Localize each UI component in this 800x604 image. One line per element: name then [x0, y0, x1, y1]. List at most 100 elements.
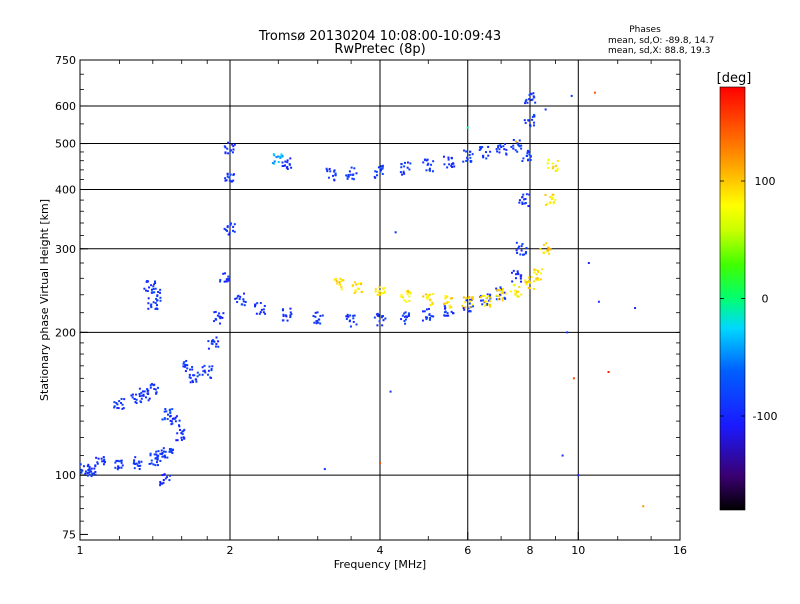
data-point [290, 313, 293, 316]
data-point [428, 313, 431, 316]
data-point [93, 467, 96, 470]
data-point [517, 295, 520, 298]
data-point [80, 468, 83, 471]
data-point [446, 314, 449, 317]
data-point [223, 280, 226, 283]
data-point [376, 293, 379, 296]
data-point [140, 397, 143, 400]
data-point [87, 469, 90, 472]
data-point [286, 159, 289, 162]
data-point [279, 156, 282, 159]
x-tick-label: 8 [527, 544, 534, 557]
data-point [349, 314, 352, 317]
data-point [88, 473, 91, 476]
data-point [142, 393, 145, 396]
data-point [529, 158, 532, 161]
data-point [505, 148, 508, 151]
data-point [131, 396, 134, 399]
data-point [164, 477, 167, 480]
data-point [219, 322, 222, 325]
data-point [156, 386, 159, 389]
data-point [465, 159, 468, 162]
data-point [357, 282, 360, 285]
data-point [277, 155, 280, 158]
grid-lines [80, 60, 680, 540]
data-point [537, 271, 540, 274]
data-point [484, 304, 487, 307]
data-point [113, 401, 116, 404]
data-point [286, 167, 289, 170]
data-point [97, 457, 100, 460]
data-point [527, 286, 530, 289]
data-point [406, 161, 409, 164]
data-point [382, 315, 385, 318]
data-point [215, 343, 218, 346]
data-point [512, 147, 515, 150]
data-point [178, 419, 181, 422]
data-point [148, 286, 151, 289]
data-point [178, 425, 181, 428]
data-point [224, 228, 227, 231]
data-point [230, 149, 233, 152]
data-point [352, 178, 355, 181]
data-point [314, 311, 317, 314]
data-point [431, 170, 434, 173]
data-point [546, 202, 549, 205]
data-point [346, 175, 349, 178]
data-point [375, 170, 378, 173]
data-point [163, 410, 166, 413]
data-point [593, 91, 596, 94]
data-point [521, 201, 524, 204]
data-point [195, 378, 198, 381]
data-point [536, 277, 539, 280]
data-point [444, 310, 447, 313]
data-point [166, 418, 169, 421]
data-point [224, 151, 227, 154]
data-point [273, 154, 276, 157]
data-point [281, 319, 284, 322]
data-point [264, 312, 267, 315]
data-point [156, 294, 159, 297]
data-point [347, 175, 350, 178]
data-point [176, 439, 179, 442]
data-point [181, 433, 184, 436]
data-point [521, 202, 524, 205]
data-point [461, 304, 464, 307]
data-point [240, 303, 243, 306]
data-point [118, 400, 121, 403]
data-point [516, 294, 519, 297]
data-point [519, 253, 522, 256]
data-point [224, 272, 227, 275]
data-point [401, 296, 404, 299]
data-point [466, 156, 469, 159]
data-point [226, 172, 229, 175]
data-point [422, 295, 425, 298]
data-point [210, 369, 213, 372]
data-point [551, 162, 554, 165]
data-point [498, 151, 501, 154]
data-point [499, 288, 502, 291]
axis-ticks: 75 100 200 300 400 500 600 750 1 2 4 6 8 10 16 [55, 54, 687, 557]
data-point [528, 281, 531, 284]
data-point [405, 300, 408, 303]
data-point [528, 98, 531, 101]
data-point [116, 403, 119, 406]
data-point [228, 278, 231, 281]
data-point [521, 243, 524, 246]
data-point [216, 314, 219, 317]
data-point [469, 300, 472, 303]
data-point [550, 196, 553, 199]
data-point [146, 390, 149, 393]
data-point [524, 202, 527, 205]
data-point [452, 162, 455, 165]
data-point [428, 293, 431, 296]
data-point [211, 339, 214, 342]
data-point [340, 286, 343, 289]
data-point [138, 387, 141, 390]
data-point [338, 284, 341, 287]
data-point [221, 316, 224, 319]
data-point [202, 370, 205, 373]
data-point [551, 193, 554, 196]
data-point [140, 391, 143, 394]
data-point [232, 145, 235, 148]
